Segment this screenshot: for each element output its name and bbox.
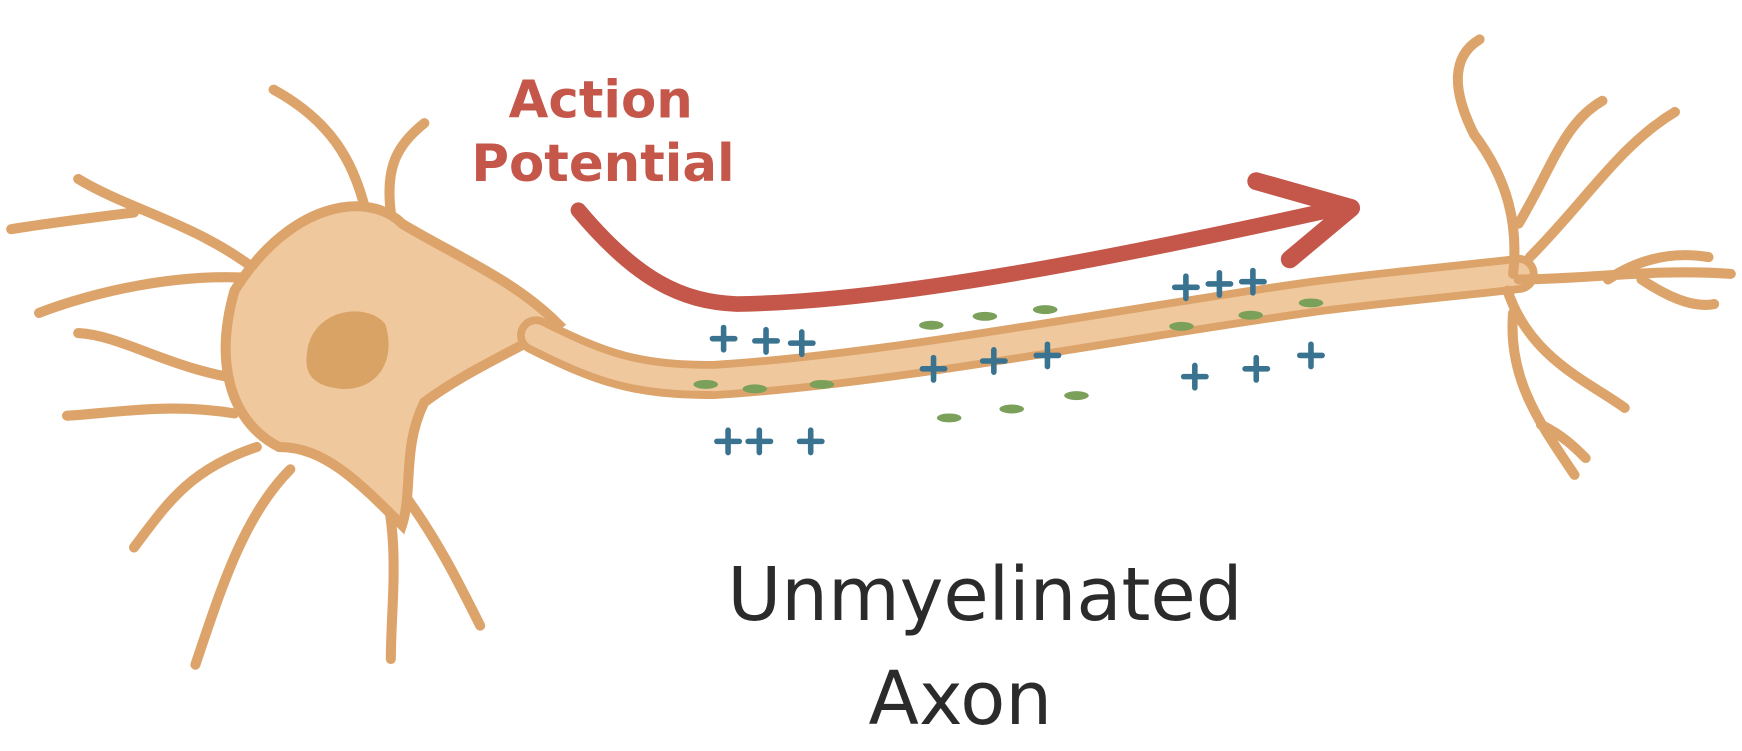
soma: [220, 201, 567, 535]
title-line: Unmyelinated: [727, 553, 1242, 638]
action-potential-arrow: [570, 202, 1337, 312]
negative-ion: [742, 384, 768, 394]
negative-ion: [1238, 310, 1263, 320]
positive-ion: [979, 347, 1008, 375]
positive-ion: [1180, 362, 1209, 391]
negative-ion: [809, 379, 835, 389]
negative-ion: [693, 379, 719, 389]
dendrite: [6, 173, 274, 318]
negative-ion: [936, 413, 962, 423]
dendrite: [61, 328, 296, 670]
positive-ion: [1171, 273, 1200, 302]
positive-ion: [745, 427, 774, 456]
positive-ion: [1033, 341, 1062, 370]
title-line: Axon: [869, 657, 1053, 742]
dendrites-left: [6, 84, 486, 670]
nucleus: [306, 311, 389, 390]
positive-ion: [1238, 267, 1267, 296]
positive-ion: [787, 329, 816, 358]
negative-ion: [972, 311, 998, 321]
positive-ion: [919, 354, 948, 383]
terminal: [1502, 285, 1630, 480]
arrow-head: [1247, 172, 1361, 269]
positive-ion: [1297, 341, 1325, 370]
negative-ion: [1032, 305, 1058, 315]
negative-ion: [1064, 391, 1089, 401]
terminal: [1452, 34, 1736, 310]
positive-ion: [714, 427, 743, 456]
axon: [524, 262, 1530, 392]
negative-ion: [1298, 298, 1324, 308]
ions: [693, 267, 1325, 456]
negative-ion: [999, 404, 1024, 414]
positive-ion: [1242, 354, 1271, 383]
annotation-line: Action: [509, 71, 693, 131]
annotation-line: Potential: [471, 134, 734, 194]
positive-ion: [709, 324, 738, 353]
negative-ion: [919, 320, 944, 330]
dendrite: [268, 84, 486, 665]
negative-ion: [1169, 321, 1194, 331]
axon-terminals: [1452, 34, 1736, 480]
positive-ion: [796, 427, 825, 456]
positive-ion: [752, 326, 780, 355]
positive-ion: [1205, 269, 1234, 298]
